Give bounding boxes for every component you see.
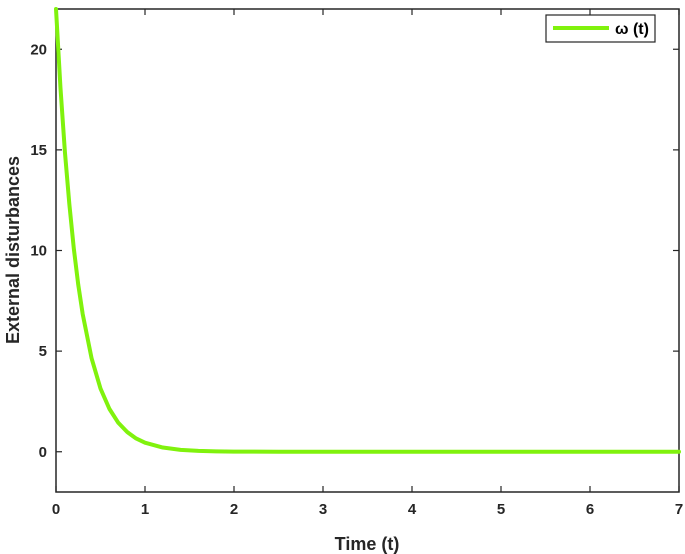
x-tick-label: 4 <box>408 501 417 518</box>
x-tick-label: 6 <box>586 501 594 518</box>
x-axis-label: Time (t) <box>335 534 400 554</box>
x-tick-label: 7 <box>675 501 683 518</box>
x-tick-label: 5 <box>497 501 505 518</box>
y-tick-label: 20 <box>30 41 47 58</box>
legend-label: ω (t) <box>615 21 649 38</box>
y-tick-label: 0 <box>39 444 47 461</box>
x-tick-label: 2 <box>230 501 238 518</box>
y-tick-label: 10 <box>30 243 47 260</box>
x-tick-label: 1 <box>141 501 149 518</box>
y-axis-label: External disturbances <box>3 156 23 344</box>
x-tick-label: 3 <box>319 501 327 518</box>
x-tick-label: 0 <box>52 501 60 518</box>
y-tick-label: 5 <box>39 343 47 360</box>
plot-area <box>55 8 680 493</box>
legend: ω (t) <box>545 14 656 43</box>
series-line <box>54 7 681 454</box>
series-layer <box>54 7 681 454</box>
y-tick-label: 15 <box>30 142 47 159</box>
